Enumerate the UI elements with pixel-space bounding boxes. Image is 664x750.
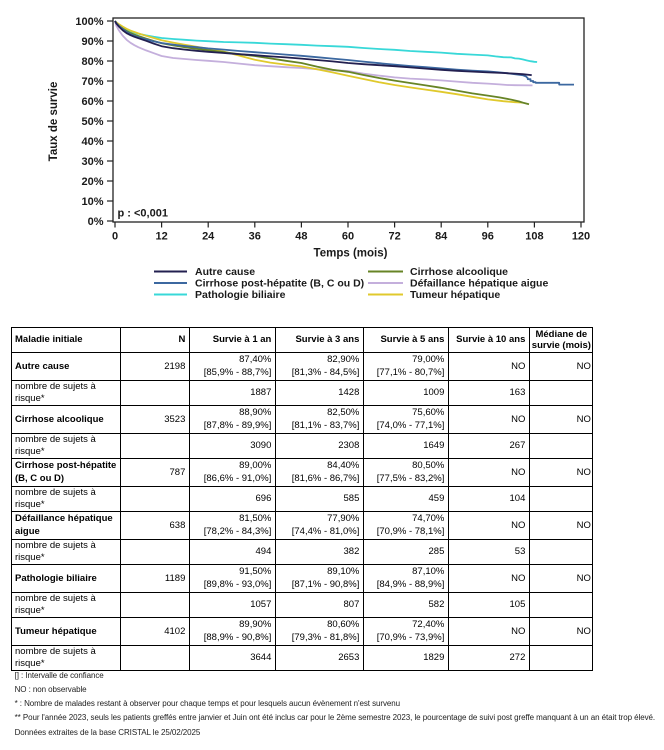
svg-text:60: 60 — [342, 231, 354, 243]
svg-text:Cirrhose alcoolique: Cirrhose alcoolique — [410, 266, 508, 278]
svg-text:12: 12 — [155, 231, 167, 243]
svg-text:50%: 50% — [81, 116, 103, 128]
svg-text:Défaillance hépatique aigue: Défaillance hépatique aigue — [410, 278, 548, 290]
svg-text:60%: 60% — [81, 96, 103, 108]
svg-text:80%: 80% — [81, 56, 103, 68]
svg-text:84: 84 — [435, 231, 448, 243]
svg-text:120: 120 — [572, 231, 590, 243]
svg-text:100%: 100% — [75, 16, 103, 28]
svg-text:Autre cause: Autre cause — [195, 266, 255, 278]
svg-text:Temps (mois): Temps (mois) — [314, 248, 388, 260]
svg-text:72: 72 — [388, 231, 400, 243]
svg-text:Pathologie biliaire: Pathologie biliaire — [195, 289, 286, 301]
svg-text:70%: 70% — [81, 76, 103, 88]
svg-text:Taux de survie: Taux de survie — [48, 82, 60, 162]
svg-text:Cirrhose post-hépatite (B, C o: Cirrhose post-hépatite (B, C ou D) — [195, 278, 364, 290]
svg-text:48: 48 — [295, 231, 307, 243]
svg-text:p : <0,001: p : <0,001 — [118, 208, 168, 220]
svg-text:10%: 10% — [81, 196, 103, 208]
svg-text:96: 96 — [482, 231, 494, 243]
svg-text:0%: 0% — [88, 216, 104, 228]
svg-text:20%: 20% — [81, 176, 103, 188]
svg-text:0: 0 — [112, 231, 118, 243]
svg-text:36: 36 — [249, 231, 261, 243]
svg-text:30%: 30% — [81, 156, 103, 168]
svg-text:108: 108 — [525, 231, 543, 243]
svg-text:Tumeur hépatique: Tumeur hépatique — [410, 289, 500, 301]
svg-text:24: 24 — [202, 231, 215, 243]
svg-text:40%: 40% — [81, 136, 103, 148]
svg-text:90%: 90% — [81, 36, 103, 48]
